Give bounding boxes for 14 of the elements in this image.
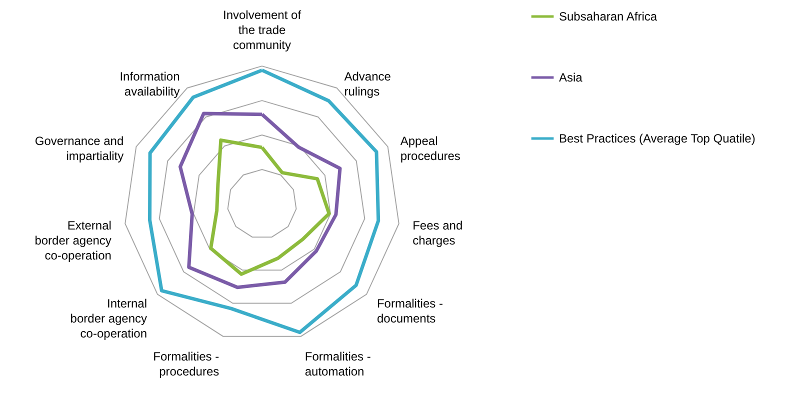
legend-label: Best Practices (Average Top Quatile) [559, 132, 756, 146]
spoke-label: Formalities - procedures [153, 349, 220, 378]
spoke-label: Governance and impartiality [34, 134, 124, 163]
spoke-label: External border agency co-operation [34, 218, 112, 263]
spoke-label: Appeal procedures [400, 134, 460, 163]
spoke-label: Internal border agency co-operation [70, 296, 148, 340]
legend-label: Subsaharan Africa [559, 10, 658, 24]
spoke-label: Advance rulings [344, 69, 392, 98]
spoke-label: Fees and charges [412, 218, 463, 248]
spoke-label: Information availability [120, 69, 180, 98]
spoke-label: Formalities - documents [376, 296, 443, 326]
spoke-label: Involvement of the trade community [222, 8, 302, 52]
spoke-label: Formalities - automation [304, 349, 371, 378]
legend-label: Asia [559, 70, 583, 84]
